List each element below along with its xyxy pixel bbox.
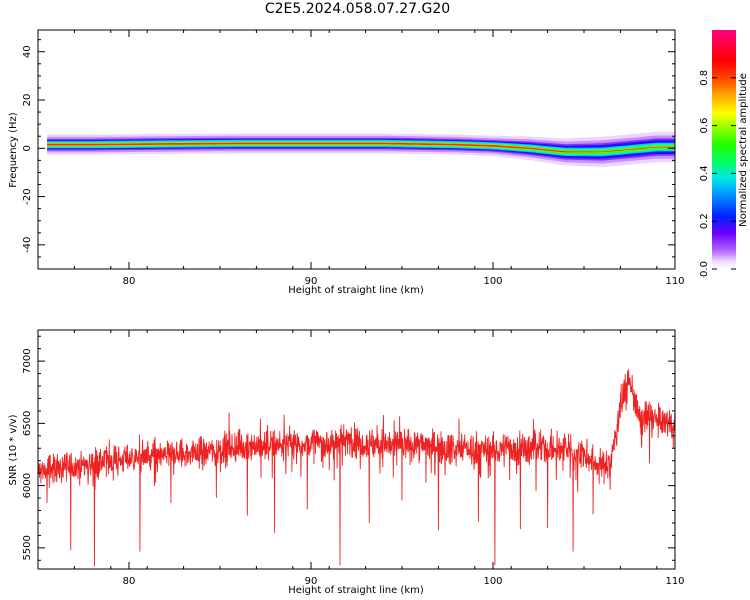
y-tick-label: 6000 [22,473,33,498]
colorbar-ticks: 0.0 0.2 0.4 0.6 0.8 [699,70,736,277]
x-tick-label: 90 [305,276,318,287]
snr-series [38,368,675,567]
y-tick-label: -20 [22,188,33,204]
snr-line [38,368,675,567]
colorbar: 0.0 0.2 0.4 0.6 0.8 Normalized spectral ampl… [699,30,749,277]
y-tick-label: 6500 [22,411,33,436]
colorbar-label: Normalized spectral amplitude [738,73,749,227]
colorbar-tick-label: 0.6 [699,118,710,134]
spectrogram-contour-band [47,142,675,153]
snr-y-axis-label: SNR (10 * v/v) [8,414,19,485]
snr-ticks: 80 90 100 110 5500 6000 6500 7000 [22,330,685,587]
y-tick-label: 20 [22,94,33,107]
colorbar-gradient [712,30,736,269]
y-tick-label: 40 [22,45,33,58]
y-tick-label: 0 [22,145,33,151]
spectrogram-frame [37,29,676,270]
colorbar-tick-label: 0.4 [699,165,710,181]
snr-x-axis-label: Height of straight line (km) [288,585,424,596]
x-tick-label: 100 [483,576,502,587]
snr-frame [37,329,676,570]
spectrogram-heatmap [47,131,675,168]
snr-panel: 80 90 100 110 5500 6000 6500 7000 Height of str… [8,329,685,596]
x-tick-label: 80 [123,576,136,587]
spectrogram-panel: 80 90 100 110 -40 -20 0 20 40 Height of straight… [8,29,685,296]
x-tick-label: 110 [665,576,684,587]
y-tick-label: -40 [22,237,33,253]
x-tick-label: 80 [123,276,136,287]
spectrogram-ticks: 80 90 100 110 -40 -20 0 20 40 [22,30,685,287]
colorbar-tick-label: 0.0 [699,261,710,277]
colorbar-tick-label: 0.2 [699,213,710,229]
x-tick-label: 100 [483,276,502,287]
x-tick-label: 110 [665,276,684,287]
figure-title: C2E5.2024.058.07.27.G20 [264,1,451,17]
y-tick-label: 7000 [22,348,33,373]
spectrogram-y-axis-label: Frequency (Hz) [8,112,19,188]
spectrogram-x-axis-label: Height of straight line (km) [288,285,424,296]
y-tick-label: 5500 [22,535,33,560]
colorbar-tick-label: 0.8 [699,70,710,86]
x-tick-label: 90 [305,576,318,587]
